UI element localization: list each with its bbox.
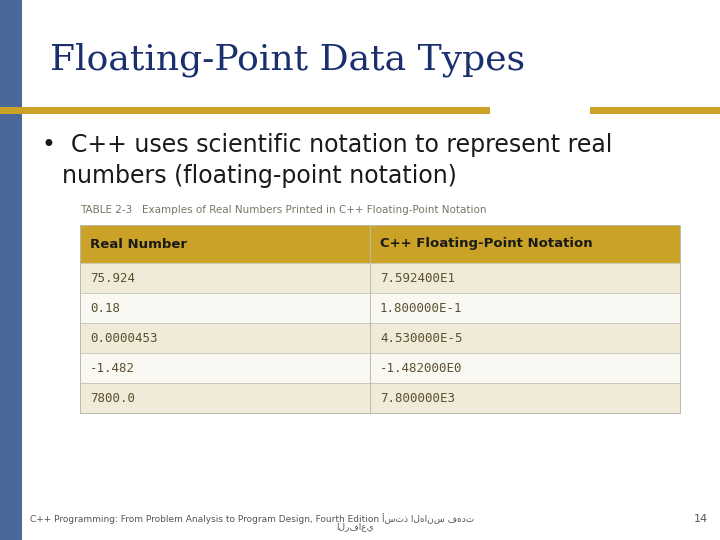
Bar: [80, 225, 680, 413]
Text: الرفاعي: الرفاعي: [336, 523, 374, 531]
Bar: [80, 323, 680, 353]
Bar: [80, 383, 680, 413]
Text: 0.18: 0.18: [90, 301, 120, 314]
Text: TABLE 2-3   Examples of Real Numbers Printed in C++ Floating-Point Notation: TABLE 2-3 Examples of Real Numbers Print…: [80, 205, 487, 215]
Text: 4.530000E-5: 4.530000E-5: [380, 332, 462, 345]
Bar: [590, 107, 720, 114]
Text: -1.482: -1.482: [90, 361, 135, 375]
Bar: [0, 0, 22, 540]
Text: 7.800000E3: 7.800000E3: [380, 392, 455, 404]
Text: 0.0000453: 0.0000453: [90, 332, 158, 345]
Bar: [80, 353, 680, 383]
Text: numbers (floating-point notation): numbers (floating-point notation): [62, 164, 457, 188]
Text: C++ Programming: From Problem Analysis to Program Design, Fourth Edition أستذ ال: C++ Programming: From Problem Analysis t…: [30, 514, 474, 524]
Text: 14: 14: [694, 514, 708, 524]
Bar: [0, 107, 490, 114]
Text: •  C++ uses scientific notation to represent real: • C++ uses scientific notation to repres…: [42, 133, 613, 157]
Text: Floating-Point Data Types: Floating-Point Data Types: [50, 43, 525, 77]
Text: -1.482000E0: -1.482000E0: [380, 361, 462, 375]
Bar: [80, 225, 680, 263]
Bar: [80, 263, 680, 293]
Text: 1.800000E-1: 1.800000E-1: [380, 301, 462, 314]
Text: 7800.0: 7800.0: [90, 392, 135, 404]
Text: Real Number: Real Number: [90, 238, 187, 251]
Bar: [80, 293, 680, 323]
Text: 7.592400E1: 7.592400E1: [380, 272, 455, 285]
Text: 75.924: 75.924: [90, 272, 135, 285]
Text: C++ Floating-Point Notation: C++ Floating-Point Notation: [380, 238, 593, 251]
